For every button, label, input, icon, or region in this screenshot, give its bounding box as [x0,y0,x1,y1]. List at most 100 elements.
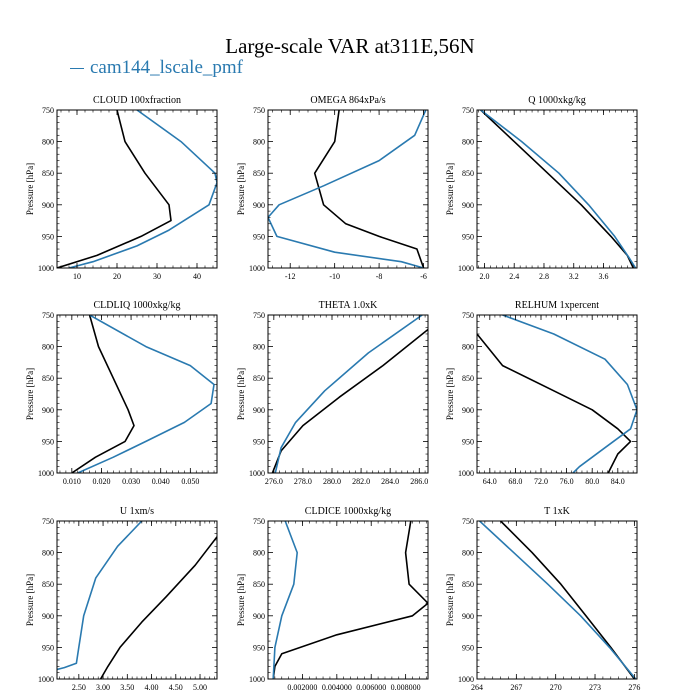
x-tick-label: 270 [550,683,562,692]
x-tick-label: 84.0 [611,477,625,486]
panel-3: Q 1000xkg/kg Pressure [hPa] 750 800 850 900 95… [445,95,638,281]
plot-frame [56,109,218,269]
x-tick-label: 284.0 [381,477,399,486]
y-tick-label: 1000 [458,264,474,273]
y-tick-label: 750 [462,106,474,115]
y-tick-label: 950 [462,643,474,652]
y-tick-label: 900 [42,406,54,415]
plot-frame [56,520,218,680]
series-line-1 [313,110,425,268]
x-tick-label: 0.006000 [356,683,386,692]
y-tick-label: 1000 [249,469,265,478]
x-tick-label: 0.008000 [391,683,421,692]
plot-frame [476,520,638,680]
x-tick-label: 2.8 [539,272,549,281]
x-tick-label: 276.0 [265,477,283,486]
y-tick-label: 850 [253,374,265,383]
panel-title: T 1xK [544,506,570,517]
x-tick-label: 3.6 [599,272,609,281]
x-tick-label: 280.0 [323,477,341,486]
series-line-2 [77,315,215,473]
x-tick-label: -10 [329,272,340,281]
x-tick-label: 0.050 [181,477,199,486]
x-tick-label: 282.0 [352,477,370,486]
y-tick-label: 1000 [38,264,54,273]
panel-title: U 1xm/s [120,506,154,517]
y-tick-label: 750 [462,517,474,526]
y-tick-label: 800 [42,549,54,558]
panel-title: RELHUM 1xpercent [515,300,599,311]
y-tick-label: 850 [462,580,474,589]
y-tick-label: 950 [462,232,474,241]
y-axis-label: Pressure [hPa] [25,368,35,420]
x-tick-label: 3.00 [96,683,110,692]
y-tick-label: 800 [462,343,474,352]
panel-title: THETA 1.0xK [319,300,378,311]
x-tick-label: 10 [73,272,81,281]
x-tick-label: 0.020 [92,477,110,486]
x-tick-label: 2.0 [479,272,489,281]
y-tick-label: 750 [253,517,265,526]
x-tick-label: 0.010 [63,477,81,486]
y-tick-label: 750 [42,517,54,526]
y-axis-label: Pressure [hPa] [236,163,246,215]
x-tick-label: 72.0 [534,477,548,486]
y-tick-label: 1000 [458,675,474,684]
panel-title: CLOUD 100xfraction [93,95,181,106]
y-tick-label: 900 [253,612,265,621]
y-tick-label: 750 [253,311,265,320]
y-tick-label: 800 [42,343,54,352]
x-tick-label: -6 [420,272,427,281]
y-tick-label: 1000 [249,675,265,684]
x-tick-label: 264 [471,683,483,692]
chart-title: Large-scale VAR at311E,56N [225,34,475,58]
y-tick-label: 900 [253,406,265,415]
y-axis-label: Pressure [hPa] [236,368,246,420]
y-tick-label: 850 [42,169,54,178]
x-tick-label: 2.50 [72,683,86,692]
x-tick-label: 4.00 [145,683,159,692]
y-tick-label: 850 [42,580,54,589]
x-tick-label: 80.0 [585,477,599,486]
y-tick-label: 950 [462,437,474,446]
series-line-1 [271,328,428,473]
x-tick-label: 3.50 [120,683,134,692]
y-tick-label: 950 [42,643,54,652]
y-tick-label: 900 [42,201,54,210]
y-axis-label: Pressure [hPa] [236,574,246,626]
series-line-2 [274,315,423,473]
x-tick-label: 286.0 [410,477,428,486]
y-tick-label: 950 [253,232,265,241]
plot-frame [267,520,429,680]
x-tick-label: -8 [376,272,383,281]
plot-frame [476,314,638,474]
y-axis-label: Pressure [hPa] [25,574,35,626]
x-tick-label: 278.0 [294,477,312,486]
series-line-2 [272,521,298,679]
legend: cam144_lscale_pmf [70,57,243,79]
x-tick-label: 3.2 [569,272,579,281]
panel-2: OMEGA 864xPa/s Pressure [hPa] 750 800 850 900… [236,95,429,281]
y-tick-label: 950 [42,232,54,241]
plot-frame [267,109,429,269]
y-axis-label: Pressure [hPa] [445,574,455,626]
y-tick-label: 750 [462,311,474,320]
legend-line-icon [70,67,84,70]
y-tick-label: 1000 [38,675,54,684]
series-line-2 [479,521,637,679]
legend-series-name: cam144_lscale_pmf [90,57,244,78]
series-line-1 [71,315,135,473]
series-line-1 [500,521,636,679]
y-axis-label: Pressure [hPa] [25,163,35,215]
y-tick-label: 1000 [38,469,54,478]
y-tick-label: 850 [253,169,265,178]
x-tick-label: -12 [285,272,296,281]
x-tick-label: 2.4 [509,272,519,281]
y-tick-label: 850 [462,374,474,383]
y-tick-label: 900 [462,612,474,621]
x-tick-label: 68.0 [508,477,522,486]
panel-4: CLDLIQ 1000xkg/kg Pressure [hPa] 750 800 850… [25,300,218,486]
series-line-1 [57,110,172,268]
panel-title: Q 1000xkg/kg [528,95,586,106]
series-line-1 [480,110,635,268]
